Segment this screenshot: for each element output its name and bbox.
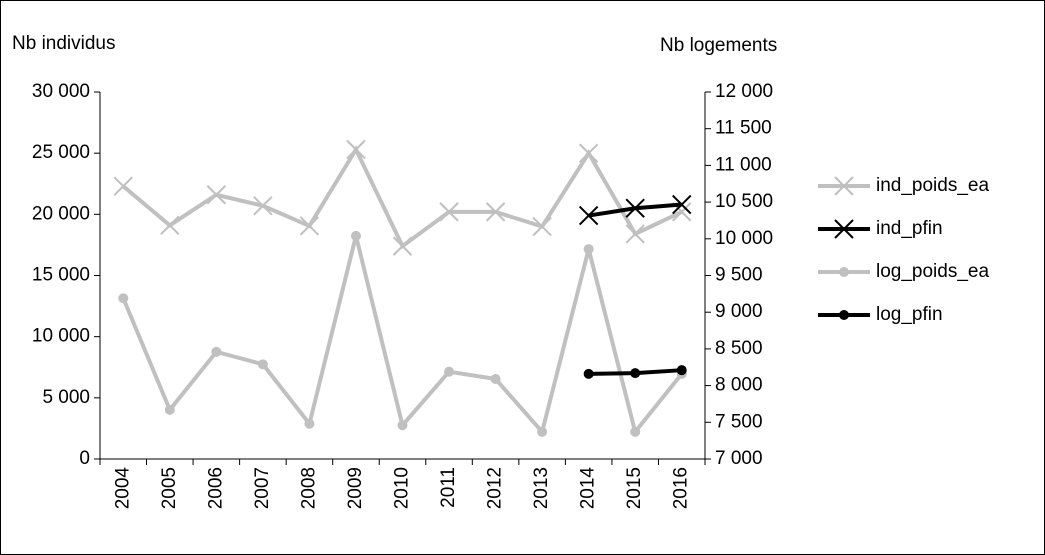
y2-tick-label: 11 000	[715, 154, 772, 175]
y2-tick-label: 10 500	[715, 191, 773, 212]
data-point	[578, 205, 599, 226]
data-point	[299, 216, 320, 236]
y2-tick-label: 7 000	[715, 448, 763, 469]
legend-marker	[839, 310, 849, 320]
legend-marker	[834, 219, 854, 239]
y-tick-label: 20 000	[32, 203, 90, 224]
data-point	[672, 194, 692, 215]
y-tick-label: 5 000	[42, 387, 90, 408]
x-tick-label: 2007	[252, 467, 273, 509]
data-point	[118, 293, 129, 304]
x-tick-label: 2008	[298, 467, 319, 509]
data-point	[113, 176, 133, 196]
y2-tick-label: 10 000	[715, 228, 773, 249]
legend-marker	[839, 267, 849, 277]
x-tick-label: 2015	[624, 467, 645, 509]
x-tick-label: 2009	[345, 467, 366, 509]
data-point	[439, 202, 459, 222]
y2-tick-label: 12 000	[715, 81, 773, 102]
data-point	[537, 426, 548, 437]
y-tick-label: 30 000	[32, 81, 90, 102]
data-point	[676, 365, 687, 376]
y2-tick-label: 8 000	[715, 375, 763, 396]
data-point	[164, 404, 175, 415]
data-point	[206, 185, 227, 205]
x-tick-label: 2013	[531, 467, 552, 509]
data-point	[257, 359, 268, 370]
y2-axis-title: Nb logements	[660, 35, 777, 56]
y-tick-label: 15 000	[32, 265, 90, 286]
x-tick-label: 2014	[578, 467, 599, 510]
x-tick-label: 2011	[438, 467, 459, 508]
data-point	[304, 418, 315, 429]
data-point	[630, 368, 641, 379]
legend-label: log_poids_ea	[876, 261, 989, 282]
x-tick-label: 2005	[159, 467, 180, 509]
y-tick-label: 10 000	[32, 326, 90, 347]
data-point	[625, 224, 645, 244]
y2-tick-label: 8 500	[715, 338, 763, 359]
legend-label: ind_poids_ea	[876, 175, 989, 196]
data-point	[392, 236, 413, 256]
x-tick-label: 2012	[485, 467, 506, 509]
y-tick-label: 25 000	[32, 142, 90, 163]
data-point	[583, 368, 594, 379]
data-point	[444, 366, 455, 377]
data-point	[350, 230, 361, 241]
data-point	[346, 139, 366, 160]
data-point	[583, 244, 594, 255]
data-point	[490, 373, 501, 384]
x-tick-label: 2004	[112, 467, 133, 510]
data-point	[253, 196, 273, 216]
x-tick-label: 2016	[671, 467, 692, 509]
data-point	[630, 426, 641, 437]
y2-tick-label: 7 500	[715, 411, 763, 432]
data-point	[211, 346, 222, 357]
legend-label: ind_pfin	[876, 218, 943, 239]
x-tick-label: 2006	[205, 467, 226, 509]
data-point	[397, 420, 408, 431]
data-point	[578, 143, 599, 163]
y-axis-title: Nb individus	[12, 33, 116, 54]
legend-marker	[834, 176, 854, 196]
data-point	[160, 215, 180, 236]
y-tick-label: 0	[79, 448, 90, 469]
data-point	[532, 216, 552, 237]
data-point	[485, 202, 506, 222]
data-point	[625, 198, 645, 218]
x-tick-label: 2010	[392, 467, 413, 509]
y2-tick-label: 11 500	[715, 118, 772, 139]
legend-label: log_pfin	[876, 304, 943, 325]
y2-tick-label: 9 000	[715, 301, 763, 322]
y2-tick-label: 9 500	[715, 265, 763, 286]
